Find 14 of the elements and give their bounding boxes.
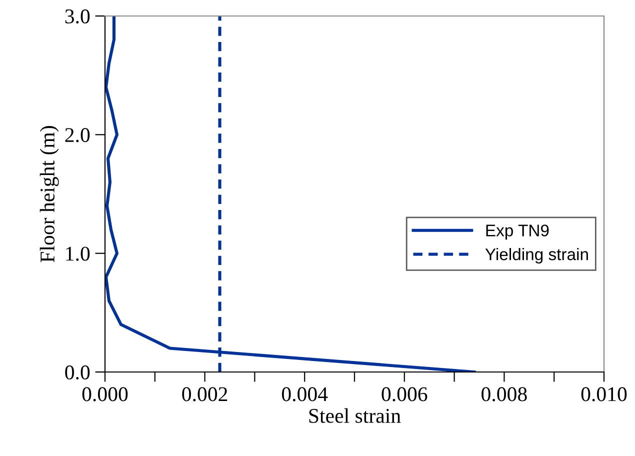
y-tick-label: 2.0	[65, 128, 90, 142]
y-tick-label: 0.0	[65, 365, 90, 380]
legend-label: Exp TN9	[486, 224, 549, 240]
x-tick-label: 0.000	[82, 387, 128, 402]
x-tick-label: 0.002	[182, 387, 228, 402]
x-axis-title: Steel strain	[309, 408, 401, 423]
y-tick-label: 3.0	[65, 9, 90, 24]
x-tick-label: 0.008	[482, 387, 527, 402]
y-axis-title: Floor height (m)	[40, 126, 59, 262]
y-tick-label: 1.0	[66, 246, 90, 261]
x-tick-label: 0.006	[382, 387, 428, 402]
legend-label: Yielding strain	[485, 248, 588, 264]
x-tick-label: 0.010	[581, 387, 627, 402]
x-tick-label: 0.004	[282, 387, 328, 402]
